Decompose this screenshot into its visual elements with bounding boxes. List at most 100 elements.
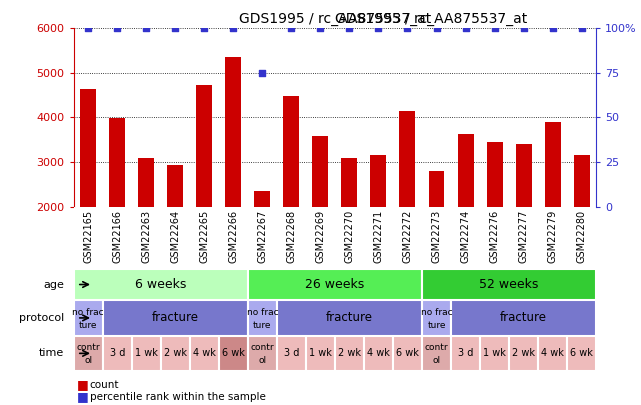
Bar [574, 155, 590, 207]
Text: no frac: no frac [247, 308, 278, 317]
Text: 2 wk: 2 wk [338, 348, 361, 358]
Bar [335, 336, 364, 371]
Bar [248, 269, 422, 300]
Text: GSM22269: GSM22269 [315, 210, 326, 263]
Bar [342, 158, 358, 207]
Point [228, 25, 238, 32]
Text: GSM22266: GSM22266 [228, 210, 238, 263]
Bar [277, 336, 306, 371]
Point [373, 25, 383, 32]
Text: 6 wk: 6 wk [396, 348, 419, 358]
Bar [458, 134, 474, 207]
Bar [248, 300, 277, 336]
Text: time: time [39, 348, 64, 358]
Point [170, 25, 180, 32]
Point [315, 25, 326, 32]
Point [344, 25, 354, 32]
Text: GSM22267: GSM22267 [258, 210, 267, 263]
Point [141, 25, 151, 32]
Bar [283, 96, 299, 207]
Text: no frac: no frac [72, 308, 104, 317]
Bar [248, 336, 277, 371]
Bar [515, 144, 531, 207]
Bar [545, 122, 561, 207]
Text: 6 weeks: 6 weeks [135, 278, 187, 291]
Bar [132, 336, 161, 371]
Bar [219, 336, 248, 371]
Text: GSM22264: GSM22264 [171, 210, 180, 263]
Bar [103, 336, 132, 371]
Bar [277, 300, 422, 336]
Bar [74, 336, 103, 371]
Text: no frac: no frac [420, 308, 453, 317]
Bar [429, 171, 444, 207]
Text: ■: ■ [77, 390, 88, 403]
Text: 6 wk: 6 wk [222, 348, 245, 358]
Text: GSM22276: GSM22276 [490, 210, 499, 263]
Text: GSM22280: GSM22280 [577, 210, 587, 263]
Text: ture: ture [253, 322, 272, 330]
Text: 3 d: 3 d [458, 348, 473, 358]
Text: 1 wk: 1 wk [483, 348, 506, 358]
Bar [80, 90, 96, 207]
Bar [196, 85, 212, 207]
Bar [422, 336, 451, 371]
Text: ture: ture [79, 322, 97, 330]
Text: GSM22274: GSM22274 [460, 210, 470, 263]
Text: ■: ■ [77, 378, 88, 391]
Text: 4 wk: 4 wk [541, 348, 564, 358]
Text: GSM22273: GSM22273 [431, 210, 442, 263]
Text: contr: contr [76, 343, 100, 352]
Bar [312, 136, 328, 207]
Bar [538, 336, 567, 371]
Bar [364, 336, 393, 371]
Text: contr: contr [425, 343, 448, 352]
Text: 52 weeks: 52 weeks [479, 278, 538, 291]
Text: ol: ol [258, 356, 267, 365]
Point [547, 25, 558, 32]
Bar [370, 155, 387, 207]
Bar [399, 111, 415, 207]
Text: 26 weeks: 26 weeks [305, 278, 365, 291]
Text: fracture: fracture [500, 311, 547, 324]
Text: fracture: fracture [326, 311, 373, 324]
Point [112, 25, 122, 32]
Bar [306, 336, 335, 371]
Text: GDS1995 / rc_AA875537_at: GDS1995 / rc_AA875537_at [335, 12, 527, 26]
Bar [74, 269, 248, 300]
Text: GSM22265: GSM22265 [199, 210, 210, 263]
Bar [254, 191, 271, 207]
Text: contr: contr [251, 343, 274, 352]
Text: protocol: protocol [19, 313, 64, 323]
Text: 2 wk: 2 wk [164, 348, 187, 358]
Bar [567, 336, 596, 371]
Text: GSM22270: GSM22270 [344, 210, 354, 263]
Text: GSM22279: GSM22279 [547, 210, 558, 263]
Text: GSM22271: GSM22271 [374, 210, 383, 263]
Text: ture: ture [428, 322, 445, 330]
Point [490, 25, 500, 32]
Point [83, 25, 94, 32]
Point [460, 25, 470, 32]
Text: 6 wk: 6 wk [570, 348, 593, 358]
Text: ol: ol [433, 356, 440, 365]
Point [519, 25, 529, 32]
Text: 3 d: 3 d [284, 348, 299, 358]
Text: GSM22268: GSM22268 [287, 210, 296, 263]
Bar [74, 300, 103, 336]
Text: 1 wk: 1 wk [309, 348, 332, 358]
Point [257, 70, 267, 76]
Bar [167, 165, 183, 207]
Text: count: count [90, 380, 119, 390]
Bar [480, 336, 509, 371]
Text: ol: ol [84, 356, 92, 365]
Bar [451, 300, 596, 336]
Text: fracture: fracture [152, 311, 199, 324]
Text: age: age [43, 279, 64, 290]
Text: 2 wk: 2 wk [512, 348, 535, 358]
Text: GSM22166: GSM22166 [112, 210, 122, 263]
Text: GSM22277: GSM22277 [519, 210, 529, 263]
Point [576, 25, 587, 32]
Text: 4 wk: 4 wk [193, 348, 216, 358]
Bar [109, 118, 125, 207]
